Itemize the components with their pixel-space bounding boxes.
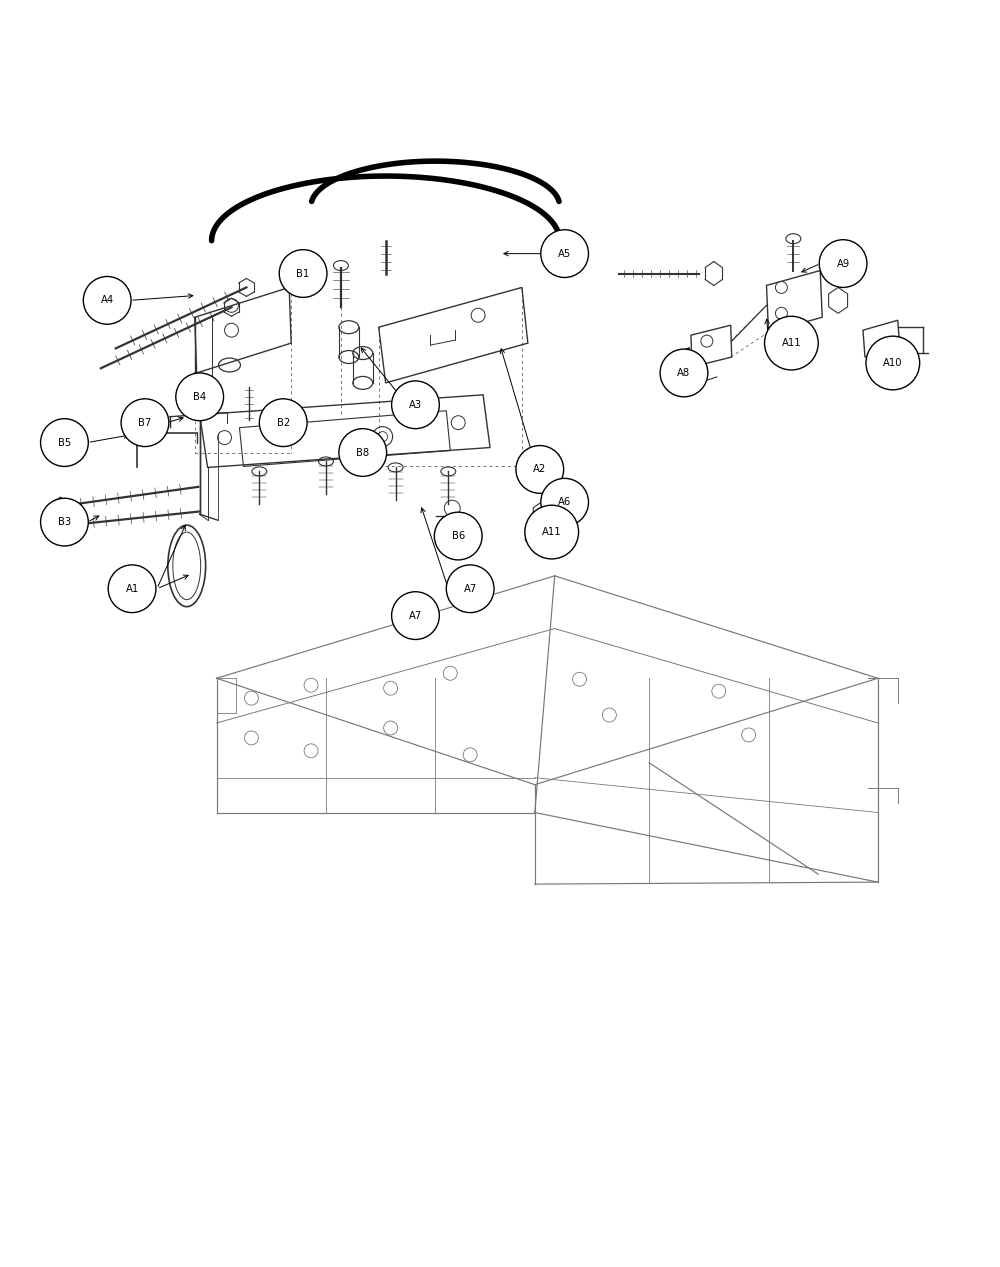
Text: A7: A7 (464, 584, 477, 594)
Text: B7: B7 (138, 418, 152, 428)
Text: A7: A7 (409, 611, 422, 621)
Text: A1: A1 (125, 584, 139, 594)
Text: B1: B1 (296, 269, 310, 279)
Text: A5: A5 (558, 248, 571, 258)
Circle shape (279, 250, 327, 298)
Text: A8: A8 (677, 367, 691, 378)
Circle shape (541, 229, 589, 277)
Circle shape (765, 317, 818, 370)
Circle shape (819, 239, 867, 288)
Text: B5: B5 (58, 437, 71, 447)
Circle shape (339, 428, 387, 476)
Circle shape (541, 479, 589, 526)
Text: A11: A11 (542, 527, 562, 537)
Circle shape (660, 350, 708, 397)
Circle shape (121, 399, 169, 446)
Circle shape (434, 512, 482, 560)
Circle shape (41, 418, 88, 466)
Text: A11: A11 (782, 338, 801, 348)
Text: A10: A10 (883, 359, 903, 367)
Circle shape (176, 372, 224, 421)
Circle shape (41, 498, 88, 546)
Circle shape (392, 592, 439, 640)
Circle shape (446, 565, 494, 613)
Text: B3: B3 (58, 517, 71, 527)
Text: A4: A4 (101, 295, 114, 305)
Circle shape (108, 565, 156, 613)
Text: B4: B4 (193, 392, 206, 402)
Text: A6: A6 (558, 497, 571, 507)
Text: A3: A3 (409, 400, 422, 409)
Text: A2: A2 (533, 465, 546, 474)
Text: B2: B2 (277, 418, 290, 428)
Circle shape (259, 399, 307, 446)
Text: B6: B6 (452, 531, 465, 541)
Circle shape (83, 276, 131, 324)
Circle shape (392, 381, 439, 428)
Circle shape (516, 446, 564, 493)
Circle shape (525, 506, 579, 559)
Text: A9: A9 (836, 258, 850, 269)
Text: B8: B8 (356, 447, 369, 457)
Circle shape (866, 336, 920, 390)
